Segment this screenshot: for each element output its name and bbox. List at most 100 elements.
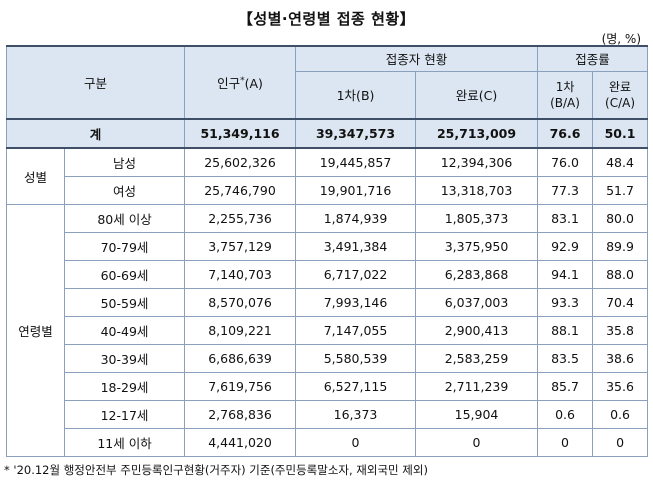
cell-complete: 6,283,868	[415, 259, 539, 289]
total-complete: 25,713,009	[415, 118, 539, 149]
cell-rate-first: 93.3	[537, 287, 594, 317]
row-label: 남성	[63, 147, 186, 177]
total-rate-first: 76.6	[537, 118, 594, 149]
header-rate-first: 1차 (B/A)	[537, 70, 594, 120]
row-label: 12-17세	[63, 399, 186, 429]
page-title: 【성별·연령별 접종 현황】	[237, 10, 416, 28]
cell-rate-complete: 38.6	[592, 343, 649, 373]
cell-complete: 2,900,413	[415, 315, 539, 345]
total-label: 계	[5, 118, 186, 149]
cell-first: 6,527,115	[295, 371, 417, 401]
cell-first: 7,147,055	[295, 315, 417, 345]
cell-rate-complete: 89.9	[592, 231, 649, 261]
cell-rate-first: 92.9	[537, 231, 594, 261]
cell-population: 7,619,756	[184, 371, 297, 401]
cell-rate-complete: 88.0	[592, 259, 649, 289]
total-first: 39,347,573	[295, 118, 417, 149]
cell-population: 25,602,326	[184, 147, 297, 177]
cell-first: 6,717,022	[295, 259, 417, 289]
cell-rate-complete: 70.4	[592, 287, 649, 317]
header-rate-complete-label: 완료	[608, 79, 632, 94]
header-population: 인구*(A)	[184, 45, 297, 120]
header-complete: 완료(C)	[415, 70, 539, 120]
row-label: 40-49세	[63, 315, 186, 345]
cell-first: 19,445,857	[295, 147, 417, 177]
table-row: 70-79세 3,757,129 3,491,384 3,375,950 92.9 89.…	[7, 231, 649, 261]
cell-first: 19,901,716	[295, 175, 417, 205]
cell-population: 6,686,639	[184, 343, 297, 373]
cell-first: 5,580,539	[295, 343, 417, 373]
unit-label: (명, %)	[601, 32, 641, 46]
table-row: 성별 남성 25,602,326 19,445,857 12,394,306 76.0 48…	[6, 147, 649, 205]
cell-complete: 0	[415, 427, 539, 457]
total-rate-complete: 50.1	[592, 118, 649, 149]
table-row: 50-59세 8,570,076 7,993,146 6,037,003 93.3 70.…	[7, 287, 649, 317]
cell-rate-first: 76.0	[537, 147, 594, 177]
row-label: 18-29세	[63, 371, 186, 401]
cell-complete: 3,375,950	[415, 231, 539, 261]
cell-complete: 6,037,003	[415, 287, 539, 317]
cell-complete: 12,394,306	[415, 147, 539, 177]
cell-rate-first: 0.6	[537, 399, 594, 429]
cell-rate-complete: 35.6	[592, 371, 649, 401]
cell-rate-first: 94.1	[537, 259, 594, 289]
cell-first: 3,491,384	[295, 231, 417, 261]
table-row: 12-17세 2,768,836 16,373 15,904 0.6 0.6	[7, 399, 649, 429]
cell-population: 8,109,221	[184, 315, 297, 345]
header-rate-complete: 완료 (C/A)	[592, 70, 649, 120]
header-row-1: 구분 인구*(A) 접종자 현황 접종률	[5, 45, 649, 120]
header-rate-first-label: 1차	[555, 79, 575, 94]
cell-rate-first: 83.5	[537, 343, 594, 373]
cell-complete: 2,711,239	[415, 371, 539, 401]
row-label: 70-79세	[63, 231, 186, 261]
cell-rate-first: 88.1	[537, 315, 594, 345]
cell-rate-first: 0	[537, 427, 594, 457]
cell-complete: 13,318,703	[415, 175, 539, 205]
cell-rate-first: 85.7	[537, 371, 594, 401]
cell-population: 3,757,129	[184, 231, 297, 261]
row-label: 여성	[63, 175, 186, 205]
header-first: 1차(B)	[295, 70, 417, 120]
cell-population: 2,255,736	[184, 203, 297, 233]
cell-rate-complete: 51.7	[592, 175, 649, 205]
vaccination-table: 구분 인구*(A) 접종자 현황 접종률 1차(B) 완료(C) 1차 (B/A)…	[5, 45, 649, 457]
age-group-label: 연령별	[6, 203, 65, 457]
cell-complete: 1,805,373	[415, 203, 539, 233]
row-label: 30-39세	[63, 343, 186, 373]
cell-rate-first: 77.3	[537, 175, 594, 205]
row-label: 80세 이상	[63, 203, 186, 233]
header-population-mark: *	[240, 75, 245, 86]
row-label: 11세 이하	[63, 427, 186, 457]
cell-population: 25,746,790	[184, 175, 297, 205]
header-rate-complete-sub: (C/A)	[605, 95, 636, 110]
cell-population: 8,570,076	[184, 287, 297, 317]
cell-complete: 2,583,259	[415, 343, 539, 373]
header-rate-first-sub: (B/A)	[550, 95, 580, 110]
header-category: 구분	[5, 45, 186, 120]
cell-rate-complete: 35.8	[592, 315, 649, 345]
cell-population: 7,140,703	[184, 259, 297, 289]
cell-first: 16,373	[295, 399, 417, 429]
header-rate-group: 접종률	[537, 45, 649, 72]
table-row: 연령별 80세 이상 2,255,736 1,874,939 1,805,373 83.1…	[6, 203, 649, 457]
header-population-suffix: (A)	[244, 76, 263, 91]
cell-population: 2,768,836	[184, 399, 297, 429]
table-row: 여성 25,746,790 19,901,716 13,318,703 77.3 51.7	[7, 175, 649, 205]
cell-rate-complete: 48.4	[592, 147, 649, 177]
cell-first: 1,874,939	[295, 203, 417, 233]
header-status-group: 접종자 현황	[295, 45, 539, 72]
cell-rate-complete: 80.0	[592, 203, 649, 233]
cell-population: 4,441,020	[184, 427, 297, 457]
total-row: 계 51,349,116 39,347,573 25,713,009 76.6 …	[5, 118, 649, 149]
cell-complete: 15,904	[415, 399, 539, 429]
table-row: 30-39세 6,686,639 5,580,539 2,583,259 83.5 38.…	[7, 343, 649, 373]
cell-rate-complete: 0.6	[592, 399, 649, 429]
table-row: 40-49세 8,109,221 7,147,055 2,900,413 88.1 35.…	[7, 315, 649, 345]
row-label: 50-59세	[63, 287, 186, 317]
table-row: 18-29세 7,619,756 6,527,115 2,711,239 85.7 35.…	[7, 371, 649, 401]
cell-first: 0	[295, 427, 417, 457]
footnote: * '20.12월 행정안전부 주민등록인구현황(거주자) 기준(주민등록말소자…	[4, 463, 428, 477]
header-row-2: 1차(B) 완료(C) 1차 (B/A) 완료 (C/A)	[7, 70, 649, 120]
row-label: 60-69세	[63, 259, 186, 289]
total-population: 51,349,116	[184, 118, 297, 149]
